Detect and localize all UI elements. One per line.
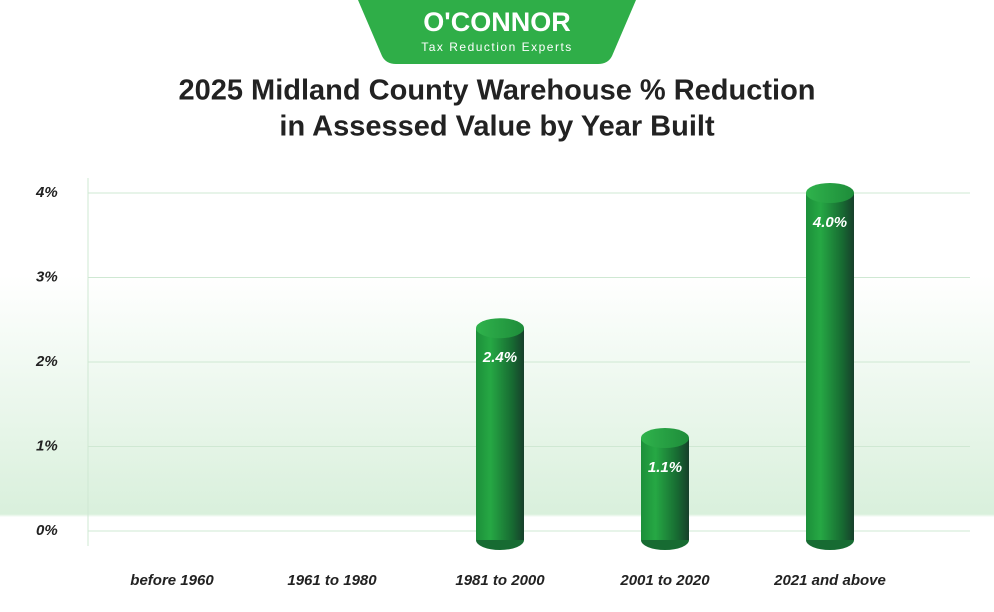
x-tick-label: 2001 to 2020 <box>619 572 710 589</box>
y-tick-label: 2% <box>35 353 58 370</box>
bar-top <box>806 183 854 203</box>
x-tick-label: 1981 to 2000 <box>455 572 545 589</box>
bar <box>806 193 854 540</box>
logo-name: O'CONNOR <box>423 7 570 37</box>
logo-banner <box>358 0 636 64</box>
x-tick-label: 2021 and above <box>773 572 886 589</box>
value-label: 4.0% <box>812 214 847 231</box>
y-tick-label: 1% <box>36 437 58 454</box>
bar-top <box>641 428 689 449</box>
y-tick-label: 0% <box>36 522 58 539</box>
bar <box>476 328 524 540</box>
logo-tagline: Tax Reduction Experts <box>421 40 573 54</box>
x-tick-label: before 1960 <box>130 572 214 589</box>
chart-subtitle: in Assessed Value by Year Built <box>279 111 715 143</box>
value-label: 1.1% <box>648 459 682 476</box>
bar-top <box>476 318 524 339</box>
y-tick-label: 4% <box>35 184 58 201</box>
x-tick-label: 1961 to 1980 <box>287 572 377 589</box>
bar <box>641 438 689 540</box>
value-label: 2.4% <box>482 349 517 366</box>
y-tick-label: 3% <box>36 268 58 285</box>
chart-title: 2025 Midland County Warehouse % Reductio… <box>178 75 815 107</box>
